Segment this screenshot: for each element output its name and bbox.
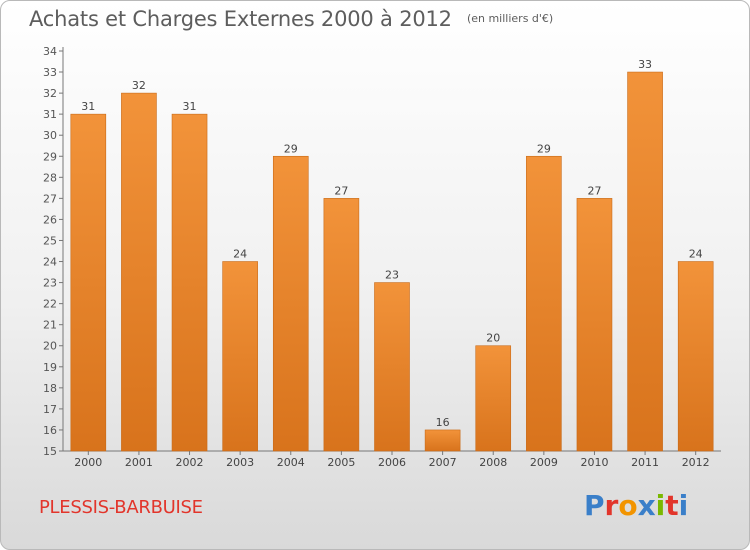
x-tick-label: 2012: [682, 456, 710, 469]
y-tick-label: 30: [43, 129, 57, 142]
bar: [424, 429, 461, 452]
bar-value-label: 27: [334, 184, 348, 197]
chart-subtitle: (en milliers d'€): [466, 12, 554, 25]
x-tick-label: 2008: [479, 456, 507, 469]
bar: [677, 261, 714, 452]
bar-value-label: 33: [638, 58, 652, 71]
y-tick-label: 31: [43, 108, 57, 121]
y-tick-label: 21: [43, 319, 57, 332]
bar-value-label: 24: [689, 248, 703, 261]
y-tick-label: 33: [43, 66, 57, 79]
y-tick-label: 27: [43, 192, 57, 205]
y-tick-label: 28: [43, 171, 57, 184]
x-tick-label: 2009: [530, 456, 558, 469]
x-tick-label: 2003: [226, 456, 254, 469]
logo-letter: x: [637, 489, 656, 522]
bar-value-label: 32: [132, 79, 146, 92]
bar-value-label: 16: [436, 416, 450, 429]
bar-value-label: 29: [537, 142, 551, 155]
bar: [475, 345, 512, 452]
bar-value-label: 20: [486, 332, 500, 345]
bar-value-label: 27: [587, 184, 601, 197]
bar: [70, 113, 107, 452]
bar: [222, 261, 258, 452]
bar-value-label: 24: [233, 248, 247, 261]
bar-value-label: 31: [81, 100, 95, 113]
x-tick-label: 2010: [580, 456, 608, 469]
bar: [323, 198, 360, 452]
x-tick-label: 2006: [378, 456, 406, 469]
y-tick-label: 19: [43, 361, 57, 374]
y-tick-label: 16: [43, 424, 57, 437]
bar: [627, 71, 663, 452]
x-tick-label: 2005: [327, 456, 355, 469]
y-tick-label: 22: [43, 298, 57, 311]
bar: [374, 282, 410, 452]
x-tick-label: 2001: [125, 456, 153, 469]
y-tick-label: 29: [43, 150, 57, 163]
x-tick-label: 2004: [277, 456, 305, 469]
logo-letter: o: [618, 489, 638, 522]
y-tick-label: 26: [43, 213, 57, 226]
bar-value-label: 23: [385, 269, 399, 282]
y-tick-label: 23: [43, 277, 57, 290]
x-tick-label: 2007: [429, 456, 457, 469]
bar: [576, 198, 613, 452]
logo-letter: i: [678, 489, 689, 522]
x-tick-label: 2011: [631, 456, 659, 469]
logo-letter: t: [665, 489, 679, 522]
chart-title: Achats et Charges Externes 2000 à 2012: [29, 7, 452, 31]
logo-letter: r: [604, 489, 619, 522]
y-tick-label: 24: [43, 256, 57, 269]
chart-header: Achats et Charges Externes 2000 à 2012 (…: [29, 7, 553, 31]
y-tick-label: 20: [43, 340, 57, 353]
bar: [171, 113, 208, 452]
x-tick-label: 2000: [74, 456, 102, 469]
logo-letter: i: [655, 489, 666, 522]
y-tick-label: 32: [43, 87, 57, 100]
bar-value-label: 29: [284, 142, 298, 155]
commune-name: PLESSIS-BARBUISE: [39, 497, 203, 518]
bar: [526, 155, 562, 452]
y-tick-label: 25: [43, 234, 57, 247]
logo-letter: P: [584, 489, 605, 522]
y-tick-label: 18: [43, 382, 57, 395]
y-tick-label: 34: [43, 45, 57, 58]
bar: [272, 155, 309, 452]
x-tick-label: 2002: [176, 456, 204, 469]
proxiti-logo: Proxiti: [584, 489, 688, 522]
bar-value-label: 31: [183, 100, 197, 113]
y-tick-label: 15: [43, 445, 57, 458]
y-tick-label: 17: [43, 403, 57, 416]
bar: [121, 92, 157, 452]
